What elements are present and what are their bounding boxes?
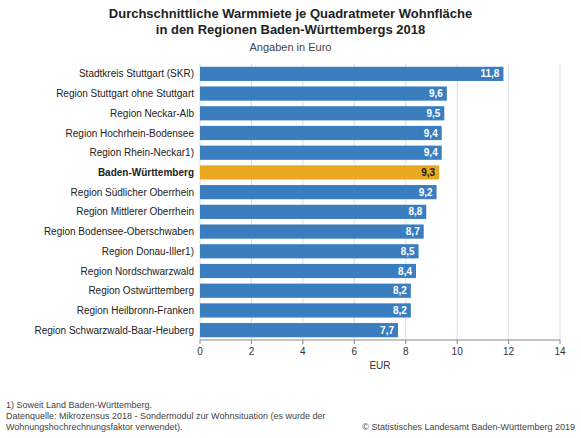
copyright: © Statistisches Landesamt Baden-Württemb… (362, 422, 575, 432)
x-axis-label: EUR (369, 360, 390, 371)
tick-mark (405, 340, 406, 344)
data-label: 8,8 (408, 206, 422, 217)
category-label: Region Südlicher Oberrhein (71, 187, 194, 198)
category-label: Stadtkreis Stuttgart (SKR) (79, 68, 194, 79)
bar (200, 205, 426, 219)
data-label: 8,2 (393, 305, 407, 316)
category-label: Region Ostwürttemberg (88, 285, 194, 296)
tick-label: 10 (452, 346, 464, 357)
bar (200, 165, 439, 179)
grid-line (251, 64, 252, 340)
category-label: Baden-Württemberg (98, 167, 194, 178)
category-label: Region Stuttgart ohne Stuttgart (56, 88, 194, 99)
grid-line (457, 64, 458, 340)
footnote: 1) Soweit Land Baden-Württemberg. (6, 400, 152, 410)
tick-mark (200, 340, 201, 344)
bar (200, 303, 411, 317)
category-label: Region Heilbronn-Franken (77, 305, 194, 316)
bars (200, 67, 503, 337)
data-label: 9,3 (421, 167, 435, 178)
grid-line (302, 64, 303, 340)
bar (200, 284, 411, 298)
tick-label: 6 (352, 346, 358, 357)
category-label: Region Schwarzwald-Baar-Heuberg (34, 325, 194, 336)
tick-mark (560, 340, 561, 344)
data-label: 11,8 (481, 68, 500, 79)
category-label: Region Donau-Iller1) (102, 246, 194, 257)
tick-label: 8 (403, 346, 409, 357)
bar (200, 106, 444, 120)
data-label: 9,4 (424, 128, 438, 139)
data-label: 9,6 (429, 88, 443, 99)
data-label: 8,5 (401, 246, 415, 257)
bar (200, 185, 437, 199)
grid-line (508, 64, 509, 340)
grid (200, 64, 560, 344)
title: Durchschnittliche Warmmiete je Quadratme… (109, 6, 472, 37)
grid-line (354, 64, 355, 340)
tick-mark (354, 340, 355, 344)
tick-label: 0 (197, 346, 203, 357)
bar (200, 323, 398, 337)
data-label: 9,2 (419, 187, 433, 198)
bar (200, 244, 419, 258)
footnote: Wohnungshochrechnungsfaktor verwendet). (6, 422, 182, 432)
chart: Durchschnittliche Warmmiete je Quadratme… (0, 0, 581, 438)
data-label: 7,7 (380, 325, 394, 336)
tick-label: 12 (503, 346, 515, 357)
tick-label: 2 (249, 346, 255, 357)
grid-line (200, 64, 201, 340)
category-label: Region Mittlerer Oberrhein (76, 206, 194, 217)
bar (200, 86, 447, 100)
bar (200, 67, 503, 81)
bar (200, 264, 416, 278)
bar (200, 224, 424, 238)
tick-label: 4 (300, 346, 306, 357)
tick-mark (508, 340, 509, 344)
category-label: Region Neckar-Alb (110, 108, 194, 119)
x-axis-line (200, 340, 560, 341)
category-label: Region Hochrhein-Bodensee (66, 128, 195, 139)
data-label: 8,4 (398, 266, 412, 277)
grid-line (405, 64, 406, 340)
bar (200, 126, 442, 140)
tick-label: 14 (554, 346, 566, 357)
labels: Stadtkreis Stuttgart (SKR) 11,8 Region Stu… (34, 68, 499, 335)
category-label: Region Bodensee-Oberschwaben (44, 226, 194, 237)
data-label: 9,4 (424, 147, 438, 158)
subtitle: Angaben in Euro (250, 41, 332, 53)
category-label: Region Rhein-Neckar1) (90, 147, 195, 158)
tick-mark (302, 340, 303, 344)
tick-mark (251, 340, 252, 344)
data-label: 8,7 (406, 226, 420, 237)
data-label: 8,2 (393, 285, 407, 296)
category-label: Region Nordschwarzwald (81, 266, 194, 277)
bar (200, 146, 442, 160)
footnote: Datenquelle: Mikrozensus 2018 - Sondermo… (6, 411, 326, 421)
grid-line (560, 64, 561, 340)
tick-mark (457, 340, 458, 344)
data-label: 9,5 (426, 108, 440, 119)
